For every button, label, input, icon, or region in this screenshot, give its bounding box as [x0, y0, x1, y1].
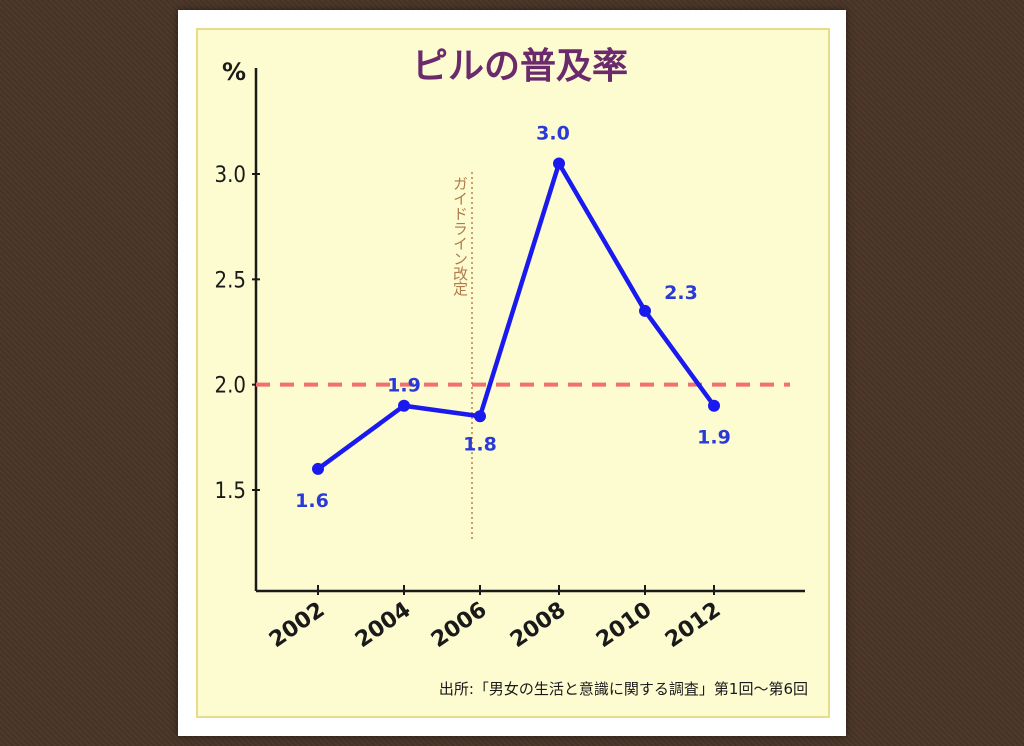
y-tick-label: 2.0 [215, 374, 246, 399]
data-point [639, 304, 651, 317]
data-label: 2.3 [664, 282, 698, 304]
data-point [708, 399, 720, 412]
data-label: 1.8 [463, 433, 497, 455]
data-point [312, 462, 324, 475]
data-label: 1.6 [295, 490, 329, 512]
x-tick-label: 2012 [661, 597, 725, 653]
axes: 1.5 2.0 2.5 3.0 2002 2004 2006 2008 2010 2012 [215, 68, 805, 653]
data-label: 3.0 [536, 122, 570, 144]
annotation-label: ガイドライン改定 [451, 176, 469, 297]
chart-panel [196, 28, 830, 718]
data-point [474, 410, 486, 423]
annotation-group: ガイドライン改定 [451, 172, 473, 540]
data-point [398, 399, 410, 412]
source-note: 出所:「男女の生活と意識に関する調査」第1回〜第6回 [439, 680, 808, 698]
data-point [553, 157, 565, 170]
x-tick-label: 2010 [592, 597, 656, 653]
series-line [316, 161, 716, 471]
y-tick-label: 1.5 [215, 479, 246, 504]
series-group: 1.6 1.9 1.8 3.0 2.3 1.9 [295, 122, 731, 511]
data-label: 1.9 [387, 375, 421, 397]
y-tick-label: 2.5 [215, 268, 246, 293]
data-label: 1.9 [697, 427, 731, 449]
x-tick-label: 2004 [351, 597, 415, 653]
y-axis-unit: % [222, 58, 246, 86]
x-tick-label: 2006 [427, 597, 491, 653]
x-tick-label: 2002 [265, 597, 329, 653]
y-tick-label: 3.0 [215, 163, 246, 188]
x-tick-label: 2008 [506, 597, 570, 653]
chart-title: ピルの普及率 [412, 46, 628, 87]
